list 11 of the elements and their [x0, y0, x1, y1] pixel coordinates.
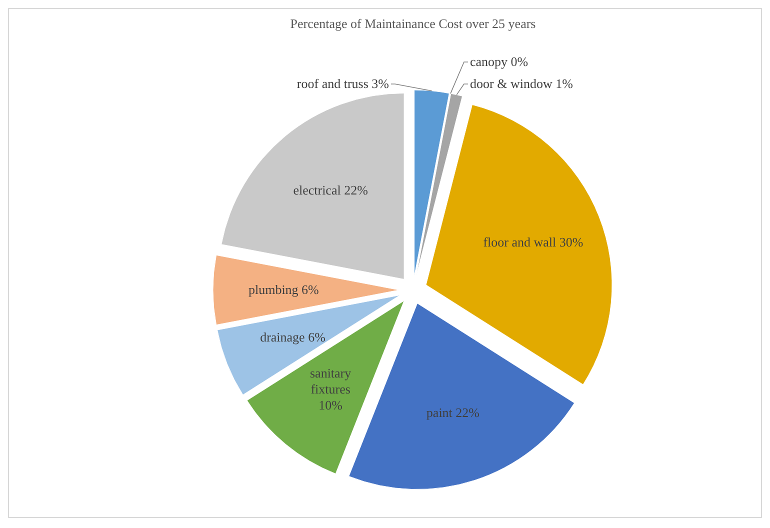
- chart-title: Percentage of Maintainance Cost over 25 years: [290, 16, 536, 31]
- slice-label: roof and truss 3%: [296, 76, 390, 91]
- slice-label: electrical 22%: [293, 182, 368, 198]
- slice-label: door & window 1%: [470, 76, 574, 91]
- slice-label: floor and wall 30%: [483, 234, 584, 250]
- data-label: 10%: [318, 398, 343, 413]
- slice-label: plumbing 6%: [248, 282, 320, 297]
- slice-label: sanitary fixtures: [310, 366, 352, 397]
- category-label: canopy 0%: [470, 54, 528, 69]
- slice-label: drainage 6%: [260, 330, 326, 345]
- slice-label: paint 22%: [426, 404, 480, 420]
